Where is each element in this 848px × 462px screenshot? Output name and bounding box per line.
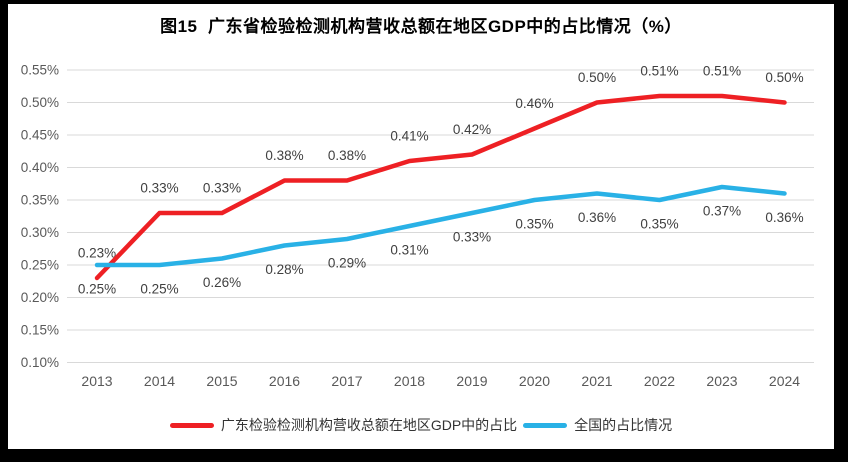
data-label: 0.51% — [703, 64, 741, 79]
red-line-swatch — [169, 422, 214, 428]
x-axis-year-label: 2021 — [581, 373, 612, 389]
series-line-national — [94, 184, 787, 268]
series-line-guangdong — [94, 93, 787, 281]
legend-item-national: 全国的占比情况 — [523, 415, 672, 435]
y-axis-tick-label: 0.40% — [21, 160, 59, 175]
data-label: 0.35% — [640, 217, 678, 232]
data-label: 0.50% — [578, 70, 616, 85]
x-axis-year-label: 2016 — [269, 373, 300, 389]
data-label: 0.38% — [328, 148, 366, 163]
data-label: 0.42% — [453, 122, 491, 137]
data-label: 0.23% — [78, 246, 116, 261]
data-label: 0.50% — [765, 70, 803, 85]
x-axis-year-label: 2022 — [644, 373, 675, 389]
x-axis-year-label: 2024 — [769, 373, 800, 389]
data-label: 0.35% — [515, 217, 553, 232]
x-axis-year-label: 2013 — [81, 373, 112, 389]
legend-label-national: 全国的占比情况 — [574, 417, 673, 433]
data-label: 0.28% — [265, 262, 303, 277]
x-axis-year-label: 2017 — [331, 373, 362, 389]
x-axis-year-label: 2019 — [456, 373, 487, 389]
data-label: 0.51% — [640, 64, 678, 79]
y-axis-tick-label: 0.30% — [21, 225, 59, 240]
data-label: 0.25% — [78, 282, 116, 297]
data-label: 0.36% — [765, 210, 803, 225]
x-axis-year-label: 2014 — [144, 373, 175, 389]
y-axis-tick-label: 0.25% — [21, 258, 59, 273]
y-axis-tick-label: 0.55% — [21, 63, 59, 78]
data-label: 0.37% — [703, 204, 741, 219]
y-axis-tick-label: 0.35% — [21, 193, 59, 208]
data-label: 0.33% — [203, 181, 241, 196]
chart-title: 图15 广东省检验检测机构营收总额在地区GDP中的占比情况（%） — [160, 17, 682, 36]
data-label: 0.31% — [390, 243, 428, 258]
legend-label-guangdong: 广东检验检测机构营收总额在地区GDP中的占比 — [220, 417, 518, 433]
x-axis-year-label: 2015 — [206, 373, 237, 389]
data-label: 0.46% — [515, 96, 553, 111]
x-axis-year-label: 2023 — [706, 373, 737, 389]
data-label: 0.36% — [578, 210, 616, 225]
blue-line-swatch — [523, 422, 568, 428]
y-axis-tick-label: 0.10% — [21, 355, 59, 370]
data-label: 0.29% — [328, 256, 366, 271]
data-label: 0.33% — [140, 181, 178, 196]
data-label: 0.26% — [203, 275, 241, 290]
y-axis-tick-label: 0.50% — [21, 95, 59, 110]
data-label: 0.38% — [265, 148, 303, 163]
x-axis-year-label: 2018 — [394, 373, 425, 389]
y-axis-tick-label: 0.15% — [21, 323, 59, 338]
data-label: 0.41% — [390, 129, 428, 144]
y-axis-tick-label: 0.45% — [21, 128, 59, 143]
chart-legend: 广东检验检测机构营收总额在地区GDP中的占比 全国的占比情况 — [8, 413, 834, 437]
legend-item-guangdong: 广东检验检测机构营收总额在地区GDP中的占比 — [169, 415, 518, 435]
data-label: 0.25% — [140, 282, 178, 297]
y-axis-tick-label: 0.20% — [21, 290, 59, 305]
data-label: 0.33% — [453, 230, 491, 245]
x-axis-year-label: 2020 — [519, 373, 550, 389]
